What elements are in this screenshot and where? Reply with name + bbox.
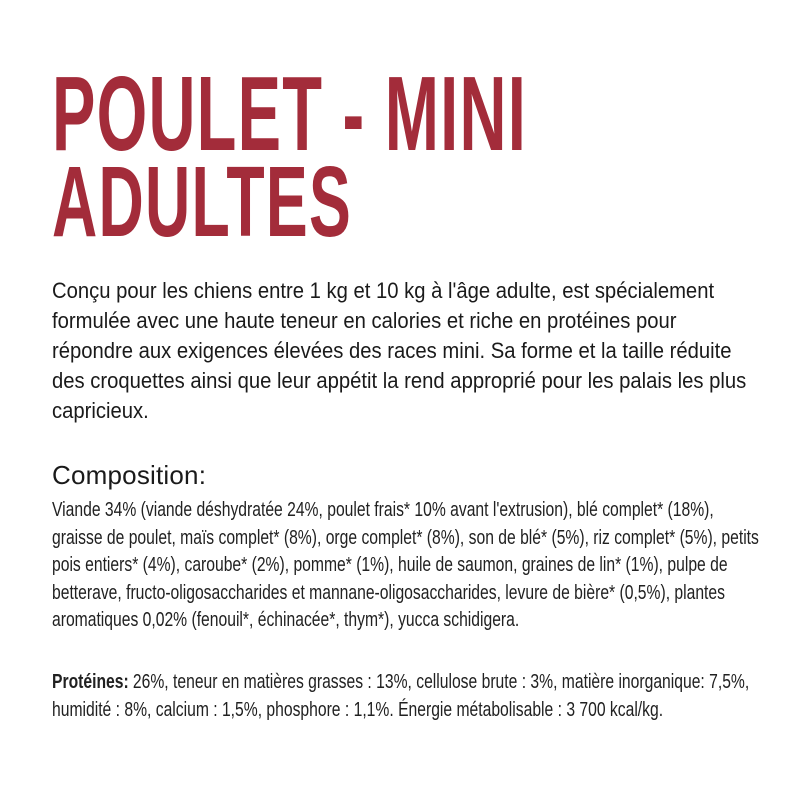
composition-text: Viande 34% (viande déshydratée 24%, poul… [52,498,759,631]
composition-heading: Composition: [52,460,207,490]
product-title-line2-text: ADULTES [52,146,352,258]
product-title-line1: POULET - MINI [52,55,525,173]
product-title-line1-text: POULET - MINI [52,55,527,173]
product-title: POULET - MINI ADULTES [52,55,800,260]
product-title-line2: ADULTES [52,146,350,258]
analytical-constituents: Protéines: 26%, teneur en matières grasse… [52,668,763,724]
analysis-label: Protéines: [52,669,129,693]
analysis-text: 26%, teneur en matières grasses : 13%, c… [52,669,750,721]
product-description: Conçu pour les chiens entre 1 kg et 10 k… [52,278,747,423]
